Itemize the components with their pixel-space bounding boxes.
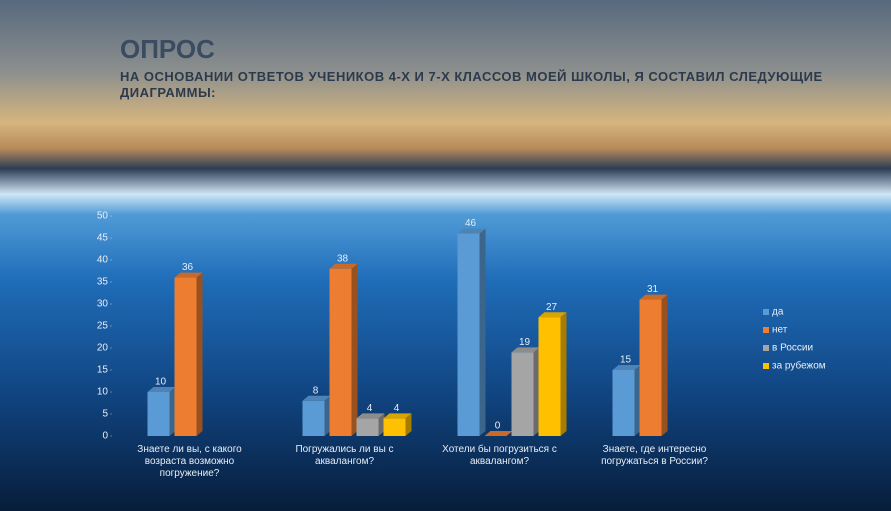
bar [174, 277, 197, 436]
bar-side [560, 312, 567, 436]
y-tick-label: 0 [102, 431, 108, 442]
bar-top [612, 365, 641, 370]
bar [538, 317, 561, 436]
bar-top [356, 413, 385, 419]
bar-top [302, 395, 331, 401]
title: ОПРОС [120, 34, 215, 64]
bar-top [383, 413, 412, 419]
legend-label: за рубежом [772, 360, 826, 372]
y-tick-label: 10 [97, 387, 109, 398]
y-tick-label: 15 [97, 365, 109, 376]
bar-side [634, 365, 641, 436]
data-label: 38 [337, 253, 349, 264]
bar-side [479, 228, 486, 436]
bar [329, 268, 352, 436]
bar-top [538, 312, 567, 318]
x-tick-label: Знаете ли вы, с какого возраста возможно… [137, 444, 242, 479]
data-label: 31 [647, 284, 659, 295]
bar [612, 370, 635, 436]
y-tick-label: 30 [97, 299, 109, 310]
bar-top [511, 347, 540, 353]
x-tick-label: Знаете, где интересно погружаться в Росс… [601, 444, 708, 467]
legend-swatch [763, 345, 769, 351]
legend-swatch [763, 309, 769, 315]
bar-top [174, 272, 203, 278]
data-label: 15 [620, 355, 632, 366]
data-label: 4 [394, 403, 400, 414]
bar-top [457, 228, 486, 234]
bar-side [196, 272, 203, 436]
data-label: 19 [519, 337, 531, 348]
y-tick-label: 35 [97, 277, 109, 288]
data-label: 8 [313, 385, 319, 396]
bar-side [378, 413, 385, 436]
legend-swatch [763, 327, 769, 333]
data-label: 46 [465, 218, 477, 229]
bar-side [405, 413, 412, 436]
legend-label: в России [772, 343, 813, 354]
data-label: 36 [182, 262, 194, 273]
y-tick-label: 45 [97, 233, 109, 244]
data-label: 27 [546, 302, 558, 313]
bar-side [351, 263, 358, 436]
y-tick-label: 40 [97, 255, 109, 266]
bar [511, 352, 534, 436]
y-tick-label: 20 [97, 343, 109, 354]
bar-top [639, 294, 668, 300]
bar-side [533, 347, 540, 436]
data-label: 10 [155, 377, 167, 388]
bar [302, 400, 325, 436]
data-label: 0 [495, 421, 501, 432]
subtitle: НА ОСНОВАНИИ ОТВЕТОВ УЧЕНИКОВ 4-Х И 7-Х … [120, 69, 823, 100]
y-tick-label: 5 [102, 409, 108, 420]
bar-top [329, 263, 358, 269]
bar-top [484, 431, 513, 436]
x-tick-label: Погружались ли вы с аквалангом? [295, 444, 394, 467]
bar [356, 418, 379, 436]
y-tick-label: 50 [97, 211, 109, 222]
x-tick-label: Хотели бы погрузиться с аквалангом? [442, 444, 557, 467]
bar-side [324, 395, 331, 436]
bar-side [169, 387, 176, 436]
data-label: 4 [367, 403, 373, 414]
bar [457, 233, 480, 436]
bar [639, 299, 662, 436]
legend-swatch [763, 363, 769, 369]
legend-label: нет [772, 325, 788, 336]
bar [147, 392, 170, 436]
bar-top [147, 387, 176, 392]
bar [383, 418, 406, 436]
y-tick-label: 25 [97, 321, 109, 332]
legend-label: да [772, 307, 784, 318]
bar-side [661, 294, 668, 436]
